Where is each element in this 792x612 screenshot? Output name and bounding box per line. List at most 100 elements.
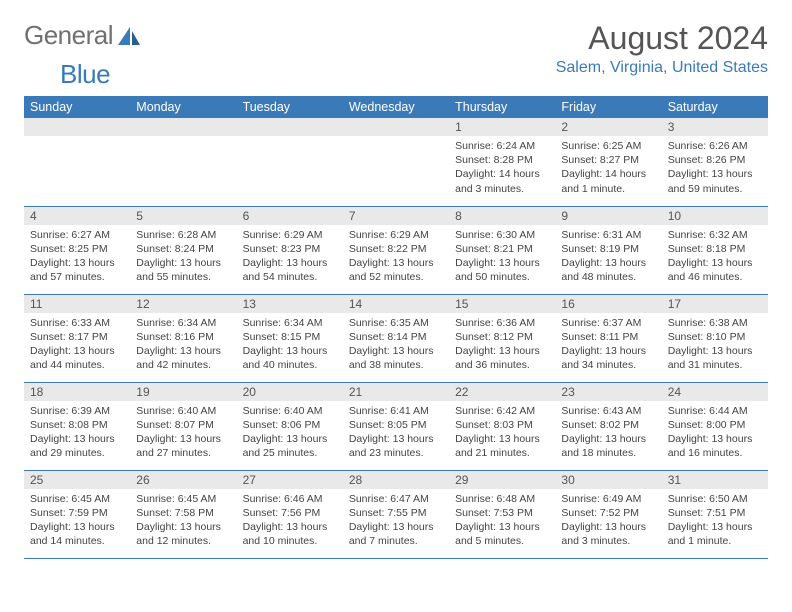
- day-details: Sunrise: 6:26 AMSunset: 8:26 PMDaylight:…: [662, 136, 768, 200]
- calendar-cell: 20Sunrise: 6:40 AMSunset: 8:06 PMDayligh…: [237, 382, 343, 470]
- day-number: 15: [449, 295, 555, 313]
- day-details: Sunrise: 6:39 AMSunset: 8:08 PMDaylight:…: [24, 401, 130, 465]
- day-details: Sunrise: 6:28 AMSunset: 8:24 PMDaylight:…: [130, 225, 236, 289]
- day-details: Sunrise: 6:35 AMSunset: 8:14 PMDaylight:…: [343, 313, 449, 377]
- day-number: 19: [130, 383, 236, 401]
- logo-text-b: Blue: [60, 59, 792, 90]
- day-number: [343, 118, 449, 136]
- day-details: Sunrise: 6:30 AMSunset: 8:21 PMDaylight:…: [449, 225, 555, 289]
- day-number: 14: [343, 295, 449, 313]
- day-details: Sunrise: 6:27 AMSunset: 8:25 PMDaylight:…: [24, 225, 130, 289]
- day-number: 6: [237, 207, 343, 225]
- day-details: Sunrise: 6:41 AMSunset: 8:05 PMDaylight:…: [343, 401, 449, 465]
- day-number: 8: [449, 207, 555, 225]
- sail-icon: [116, 25, 142, 47]
- day-details: Sunrise: 6:32 AMSunset: 8:18 PMDaylight:…: [662, 225, 768, 289]
- day-details: Sunrise: 6:44 AMSunset: 8:00 PMDaylight:…: [662, 401, 768, 465]
- calendar-week-row: 18Sunrise: 6:39 AMSunset: 8:08 PMDayligh…: [24, 382, 768, 470]
- day-details: Sunrise: 6:24 AMSunset: 8:28 PMDaylight:…: [449, 136, 555, 200]
- day-details: Sunrise: 6:36 AMSunset: 8:12 PMDaylight:…: [449, 313, 555, 377]
- calendar-cell: 27Sunrise: 6:46 AMSunset: 7:56 PMDayligh…: [237, 470, 343, 558]
- day-number: 20: [237, 383, 343, 401]
- day-number: 30: [555, 471, 661, 489]
- calendar-cell: [343, 118, 449, 206]
- weekday-header: Thursday: [449, 96, 555, 118]
- day-number: 10: [662, 207, 768, 225]
- calendar-cell: 4Sunrise: 6:27 AMSunset: 8:25 PMDaylight…: [24, 206, 130, 294]
- weekday-header: Monday: [130, 96, 236, 118]
- day-details: Sunrise: 6:50 AMSunset: 7:51 PMDaylight:…: [662, 489, 768, 553]
- day-number: 23: [555, 383, 661, 401]
- day-details: Sunrise: 6:40 AMSunset: 8:06 PMDaylight:…: [237, 401, 343, 465]
- day-details: Sunrise: 6:34 AMSunset: 8:15 PMDaylight:…: [237, 313, 343, 377]
- day-number: 5: [130, 207, 236, 225]
- day-number: [237, 118, 343, 136]
- calendar-cell: 5Sunrise: 6:28 AMSunset: 8:24 PMDaylight…: [130, 206, 236, 294]
- day-details: Sunrise: 6:45 AMSunset: 7:59 PMDaylight:…: [24, 489, 130, 553]
- day-details: Sunrise: 6:25 AMSunset: 8:27 PMDaylight:…: [555, 136, 661, 200]
- calendar-cell: 28Sunrise: 6:47 AMSunset: 7:55 PMDayligh…: [343, 470, 449, 558]
- calendar-week-row: 25Sunrise: 6:45 AMSunset: 7:59 PMDayligh…: [24, 470, 768, 558]
- calendar-cell: 7Sunrise: 6:29 AMSunset: 8:22 PMDaylight…: [343, 206, 449, 294]
- calendar-cell: 2Sunrise: 6:25 AMSunset: 8:27 PMDaylight…: [555, 118, 661, 206]
- day-details: Sunrise: 6:34 AMSunset: 8:16 PMDaylight:…: [130, 313, 236, 377]
- day-number: 9: [555, 207, 661, 225]
- day-number: 7: [343, 207, 449, 225]
- calendar-cell: 23Sunrise: 6:43 AMSunset: 8:02 PMDayligh…: [555, 382, 661, 470]
- calendar-cell: 16Sunrise: 6:37 AMSunset: 8:11 PMDayligh…: [555, 294, 661, 382]
- weekday-header: Friday: [555, 96, 661, 118]
- weekday-header-row: Sunday Monday Tuesday Wednesday Thursday…: [24, 96, 768, 118]
- day-details: Sunrise: 6:42 AMSunset: 8:03 PMDaylight:…: [449, 401, 555, 465]
- day-number: 1: [449, 118, 555, 136]
- calendar-cell: [237, 118, 343, 206]
- day-number: 13: [237, 295, 343, 313]
- day-details: Sunrise: 6:43 AMSunset: 8:02 PMDaylight:…: [555, 401, 661, 465]
- calendar-cell: 14Sunrise: 6:35 AMSunset: 8:14 PMDayligh…: [343, 294, 449, 382]
- calendar-cell: 1Sunrise: 6:24 AMSunset: 8:28 PMDaylight…: [449, 118, 555, 206]
- calendar-cell: 22Sunrise: 6:42 AMSunset: 8:03 PMDayligh…: [449, 382, 555, 470]
- day-details: Sunrise: 6:47 AMSunset: 7:55 PMDaylight:…: [343, 489, 449, 553]
- day-number: 22: [449, 383, 555, 401]
- day-number: 27: [237, 471, 343, 489]
- calendar-cell: 18Sunrise: 6:39 AMSunset: 8:08 PMDayligh…: [24, 382, 130, 470]
- day-number: 18: [24, 383, 130, 401]
- weekday-header: Wednesday: [343, 96, 449, 118]
- weekday-header: Saturday: [662, 96, 768, 118]
- day-number: 21: [343, 383, 449, 401]
- calendar-week-row: 11Sunrise: 6:33 AMSunset: 8:17 PMDayligh…: [24, 294, 768, 382]
- day-details: Sunrise: 6:48 AMSunset: 7:53 PMDaylight:…: [449, 489, 555, 553]
- calendar-cell: 15Sunrise: 6:36 AMSunset: 8:12 PMDayligh…: [449, 294, 555, 382]
- logo-text-a: General: [24, 20, 113, 51]
- calendar-cell: 26Sunrise: 6:45 AMSunset: 7:58 PMDayligh…: [130, 470, 236, 558]
- day-number: 12: [130, 295, 236, 313]
- day-number: 26: [130, 471, 236, 489]
- day-number: 25: [24, 471, 130, 489]
- weekday-header: Sunday: [24, 96, 130, 118]
- calendar-cell: 29Sunrise: 6:48 AMSunset: 7:53 PMDayligh…: [449, 470, 555, 558]
- day-details: Sunrise: 6:33 AMSunset: 8:17 PMDaylight:…: [24, 313, 130, 377]
- calendar-cell: 11Sunrise: 6:33 AMSunset: 8:17 PMDayligh…: [24, 294, 130, 382]
- calendar-cell: 8Sunrise: 6:30 AMSunset: 8:21 PMDaylight…: [449, 206, 555, 294]
- calendar-cell: 25Sunrise: 6:45 AMSunset: 7:59 PMDayligh…: [24, 470, 130, 558]
- day-number: 17: [662, 295, 768, 313]
- day-details: Sunrise: 6:37 AMSunset: 8:11 PMDaylight:…: [555, 313, 661, 377]
- day-details: Sunrise: 6:45 AMSunset: 7:58 PMDaylight:…: [130, 489, 236, 553]
- calendar-cell: 6Sunrise: 6:29 AMSunset: 8:23 PMDaylight…: [237, 206, 343, 294]
- day-number: 16: [555, 295, 661, 313]
- calendar-cell: 3Sunrise: 6:26 AMSunset: 8:26 PMDaylight…: [662, 118, 768, 206]
- calendar-week-row: 1Sunrise: 6:24 AMSunset: 8:28 PMDaylight…: [24, 118, 768, 206]
- day-number: 4: [24, 207, 130, 225]
- day-details: Sunrise: 6:49 AMSunset: 7:52 PMDaylight:…: [555, 489, 661, 553]
- day-details: Sunrise: 6:31 AMSunset: 8:19 PMDaylight:…: [555, 225, 661, 289]
- calendar-cell: 30Sunrise: 6:49 AMSunset: 7:52 PMDayligh…: [555, 470, 661, 558]
- weekday-header: Tuesday: [237, 96, 343, 118]
- month-title: August 2024: [556, 20, 768, 57]
- calendar-cell: [130, 118, 236, 206]
- calendar-cell: 12Sunrise: 6:34 AMSunset: 8:16 PMDayligh…: [130, 294, 236, 382]
- calendar-cell: [24, 118, 130, 206]
- day-number: [24, 118, 130, 136]
- day-number: 2: [555, 118, 661, 136]
- day-number: 24: [662, 383, 768, 401]
- day-number: 29: [449, 471, 555, 489]
- calendar-cell: 24Sunrise: 6:44 AMSunset: 8:00 PMDayligh…: [662, 382, 768, 470]
